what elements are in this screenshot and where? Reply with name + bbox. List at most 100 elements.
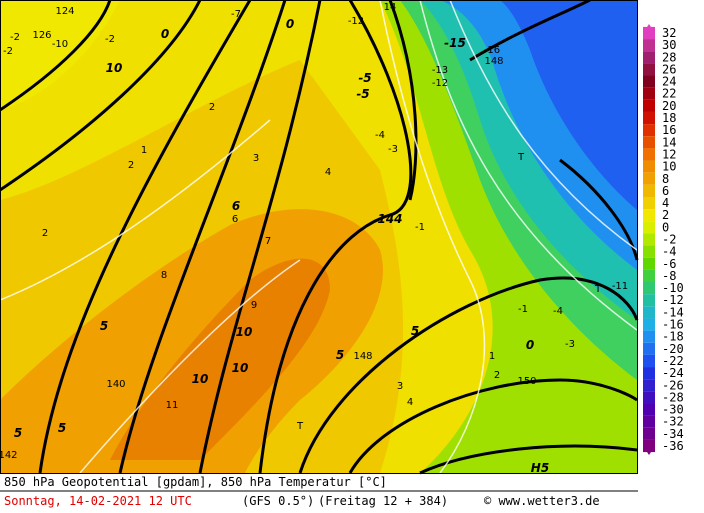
legend-label: -20 xyxy=(662,342,684,356)
legend-label: -12 xyxy=(662,293,684,307)
legend-label: 8 xyxy=(662,172,669,186)
legend-swatch xyxy=(643,439,655,453)
map-label: -2 xyxy=(10,32,20,43)
legend-label: -34 xyxy=(662,427,684,441)
legend-swatch xyxy=(643,342,655,355)
legend-label: 26 xyxy=(662,62,676,76)
legend-label: 14 xyxy=(662,135,676,149)
legend-label: -26 xyxy=(662,378,684,392)
map-label: -16 xyxy=(484,45,500,56)
map-label: 0 xyxy=(161,27,169,41)
map-label: 10 xyxy=(232,361,249,375)
legend-label: 4 xyxy=(662,196,669,210)
map-label: 1 xyxy=(141,145,147,156)
legend-label: -6 xyxy=(662,257,676,271)
map-label: 5 xyxy=(100,319,108,333)
legend-label: 24 xyxy=(662,75,676,89)
footer-run: (Freitag 12 + 384) xyxy=(318,494,448,508)
legend-swatch xyxy=(643,172,655,185)
legend-label: 20 xyxy=(662,99,676,113)
map-label: 5 xyxy=(14,426,22,440)
legend-label: 28 xyxy=(662,50,676,64)
map-label: 144 xyxy=(377,212,402,226)
map-label: -10 xyxy=(52,39,68,50)
legend-label: -30 xyxy=(662,403,684,417)
legend-label: 18 xyxy=(662,111,676,125)
footer-model: (GFS 0.5°) xyxy=(242,494,314,508)
legend-swatch xyxy=(643,282,655,295)
legend-swatch xyxy=(643,148,655,161)
map-label: -13 xyxy=(432,65,448,76)
map-label: 150 xyxy=(517,376,536,387)
isotherms xyxy=(0,0,638,474)
map-label: 148 xyxy=(484,56,503,67)
temperature-field xyxy=(0,0,638,474)
legend-label: 2 xyxy=(662,208,669,222)
legend-swatch xyxy=(643,294,655,307)
legend-swatch xyxy=(643,209,655,222)
map-label: -3 xyxy=(565,339,575,350)
legend-swatch xyxy=(643,75,655,88)
map-label: 0 xyxy=(286,17,294,31)
legend-swatch xyxy=(643,124,655,137)
legend-label: -14 xyxy=(662,305,684,319)
map-label: -2 xyxy=(105,34,115,45)
map-label: -12 xyxy=(432,78,448,89)
legend-swatch xyxy=(643,403,655,416)
legend-swatch xyxy=(643,233,655,246)
footer-credit: © www.wetter3.de xyxy=(484,494,600,508)
legend-label: 10 xyxy=(662,160,676,174)
map-label: 5 xyxy=(411,324,419,338)
map-label: -4 xyxy=(553,306,563,317)
legend-swatch xyxy=(643,136,655,149)
map-label: 2 xyxy=(128,160,134,171)
map-label: 3 xyxy=(253,153,259,164)
legend-swatch xyxy=(643,269,655,283)
legend-swatch xyxy=(643,427,655,440)
map-label: 2 xyxy=(42,228,48,239)
map-label: 4 xyxy=(325,167,331,178)
map-label: 4 xyxy=(407,397,413,408)
footer-title: 850 hPa Geopotential [gpdam], 850 hPa Te… xyxy=(4,475,387,489)
legend-label: -24 xyxy=(662,366,684,380)
legend-swatch xyxy=(643,245,655,258)
map-label: 10 xyxy=(236,325,253,339)
map-label: 5 xyxy=(336,348,344,362)
legend-swatch xyxy=(643,391,655,404)
map-label: 5 xyxy=(58,421,66,435)
legend-swatch xyxy=(643,184,655,197)
map-label: 11 xyxy=(166,400,179,411)
legend-label: -36 xyxy=(662,439,684,453)
legend-swatch xyxy=(643,111,655,125)
legend-swatch xyxy=(643,367,655,380)
legend-swatch xyxy=(643,160,655,173)
legend-swatch xyxy=(643,318,655,331)
legend-label: -16 xyxy=(662,318,684,332)
map-label: T xyxy=(517,152,525,163)
map-label: -1 xyxy=(518,304,528,315)
legend-swatch xyxy=(643,63,655,76)
legend-swatch xyxy=(643,99,655,112)
map-label: 140 xyxy=(106,379,125,390)
legend-swatch xyxy=(643,379,655,392)
legend-label: -32 xyxy=(662,415,684,429)
map-label: 126 xyxy=(32,30,51,41)
map-label: -1 xyxy=(415,222,425,233)
legend-swatch xyxy=(643,51,655,64)
footer-date: Sonntag, 14-02-2021 12 UTC xyxy=(4,494,192,508)
map-label: 2 xyxy=(494,370,500,381)
map-label: 7 xyxy=(265,236,271,247)
legend-label: -2 xyxy=(662,233,676,247)
color-legend: 32302826242220181614121086420-2-4-6-8-10… xyxy=(643,24,684,455)
map-label: -15 xyxy=(444,36,466,50)
map-label: -4 xyxy=(375,130,385,141)
legend-label: -8 xyxy=(662,269,676,283)
legend-label: 6 xyxy=(662,184,669,198)
legend-swatch xyxy=(643,221,655,234)
map-label: T xyxy=(594,284,602,295)
legend-swatch xyxy=(643,26,655,40)
legend-label: -18 xyxy=(662,330,684,344)
legend-swatch xyxy=(643,87,655,100)
